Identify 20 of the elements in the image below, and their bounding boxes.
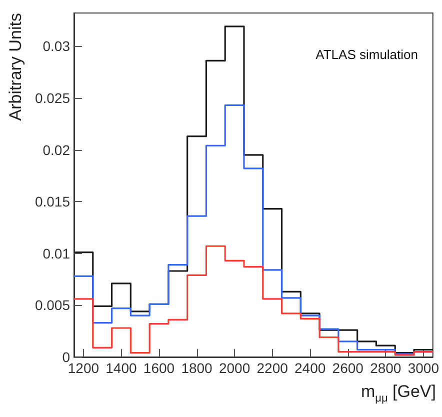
- x-tick-label: 2600: [332, 360, 364, 376]
- x-tick-label: 1600: [143, 360, 175, 376]
- y-tick-label: 0.015: [34, 194, 70, 210]
- annotation: ATLAS simulation: [316, 47, 418, 62]
- x-tick-label: 2200: [256, 360, 288, 376]
- x-tick-label: 1200: [68, 360, 100, 376]
- y-tick-label: 0.03: [42, 38, 70, 54]
- y-tick-label: 0.005: [34, 297, 70, 314]
- y-tick-label: 0.01: [42, 245, 70, 262]
- y-tick-label: 0: [62, 349, 70, 365]
- x-tick-label: 2800: [370, 360, 402, 376]
- x-axis-title: m$_{μμ}$ [GeV]: [360, 382, 436, 404]
- x-tick-label: 1800: [181, 360, 213, 376]
- y-tick-label: 0.025: [34, 90, 70, 106]
- x-tick-label: 3000: [408, 360, 440, 376]
- x-tick-label: 1400: [106, 360, 137, 376]
- x-tick-label: 2000: [218, 360, 250, 376]
- x-tick-label: 2400: [294, 360, 326, 376]
- y-axis-title: Arbitrary Units: [6, 13, 25, 121]
- y-tick-label: 0.02: [42, 142, 70, 158]
